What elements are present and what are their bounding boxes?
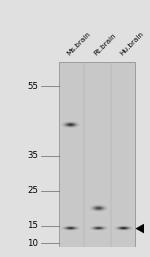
Text: 25: 25 <box>27 186 38 195</box>
Text: Rt.brain: Rt.brain <box>93 32 117 57</box>
Text: 35: 35 <box>27 151 38 160</box>
Polygon shape <box>136 222 147 235</box>
Text: 55: 55 <box>27 82 38 91</box>
Text: 15: 15 <box>27 221 38 230</box>
Text: 10: 10 <box>27 239 38 248</box>
Text: Ms.brain: Ms.brain <box>65 31 91 57</box>
Bar <box>59 62 135 247</box>
Text: Hu.brain: Hu.brain <box>118 30 144 57</box>
